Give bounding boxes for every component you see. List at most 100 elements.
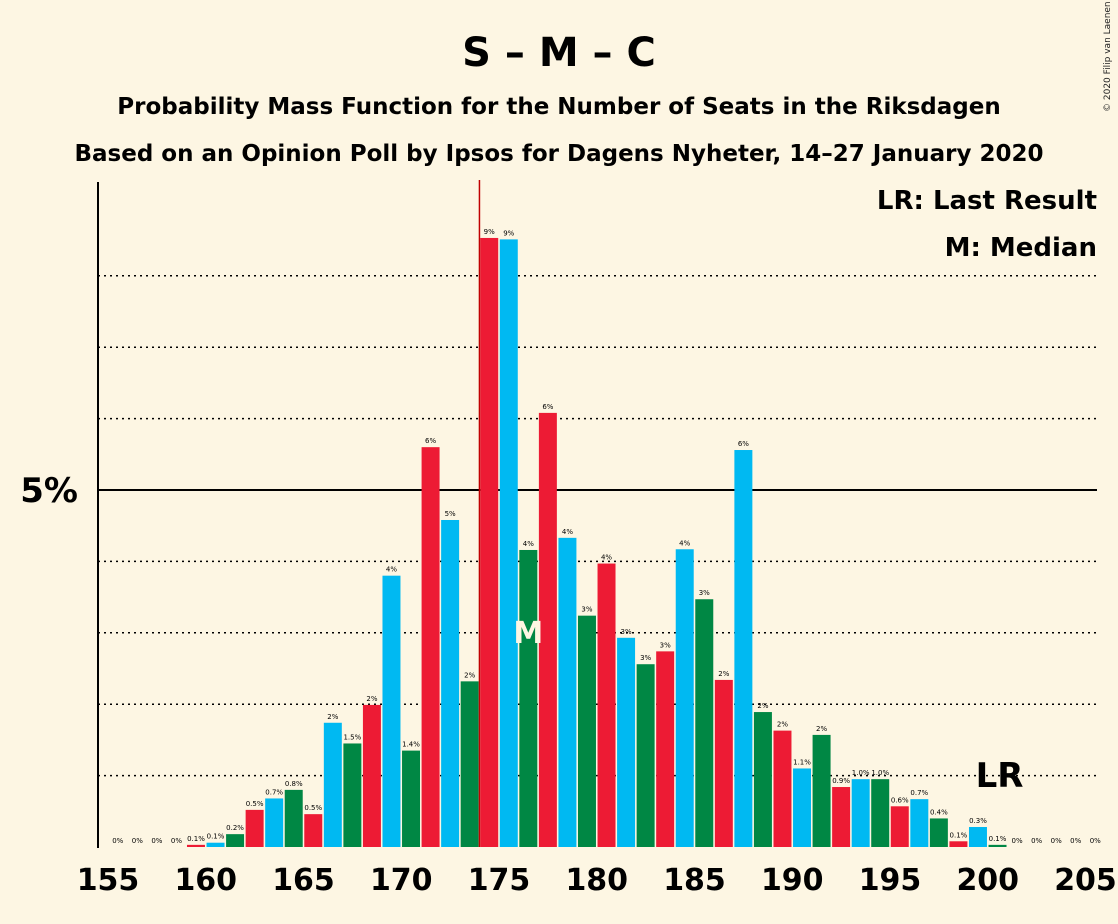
- bar-seat-172: [421, 447, 440, 847]
- bar-value-label: 0%: [1070, 837, 1081, 845]
- bar-value-label: 0.1%: [207, 833, 225, 841]
- bar-value-label: 3%: [640, 654, 651, 662]
- bar-value-label: 4%: [679, 539, 690, 547]
- bar-value-label: 0%: [1012, 837, 1023, 845]
- bar-seat-199: [949, 841, 968, 847]
- bar-value-label: 0.8%: [285, 780, 303, 788]
- bar-value-label: 4%: [386, 566, 397, 574]
- bar-seat-166: [304, 814, 323, 847]
- bar-value-label: 6%: [738, 440, 749, 448]
- x-tick-label: 205: [1054, 863, 1117, 898]
- bar-value-label: 0%: [132, 837, 143, 845]
- bar-seat-196: [890, 806, 909, 847]
- x-tick-label: 185: [663, 863, 726, 898]
- bar-value-label: 2%: [718, 670, 729, 678]
- bars: [186, 237, 1007, 848]
- bar-value-label: 2%: [757, 702, 768, 710]
- bar-seat-189: [753, 712, 772, 847]
- bar-value-label: 0.2%: [226, 824, 244, 832]
- bar-value-label: 0%: [151, 837, 162, 845]
- y-tick-label: 5%: [20, 471, 78, 511]
- bar-seat-160: [186, 844, 205, 847]
- bar-seat-200: [968, 827, 987, 847]
- bar-seat-163: [245, 809, 264, 847]
- bar-seat-183: [636, 664, 655, 847]
- bar-seat-164: [265, 798, 284, 847]
- bar-seat-167: [323, 722, 342, 847]
- copyright-text: © 2020 Filip van Laenen: [1103, 1, 1113, 112]
- bar-seat-191: [793, 768, 812, 847]
- bar-seat-193: [832, 787, 851, 847]
- bar-seat-180: [577, 615, 596, 847]
- bar-value-label: 0%: [112, 837, 123, 845]
- bar-seat-182: [617, 637, 636, 847]
- bar-value-label: 0.5%: [304, 804, 322, 812]
- x-tick-label: 160: [174, 863, 237, 898]
- bar-seat-187: [714, 679, 733, 847]
- chart-subtitle-1: Probability Mass Function for the Number…: [117, 94, 1000, 120]
- bar-value-label: 4%: [601, 554, 612, 562]
- bar-seat-184: [656, 651, 675, 847]
- bar-value-label: 2%: [327, 713, 338, 721]
- bar-value-label: 9%: [503, 229, 514, 237]
- bar-seat-170: [382, 575, 401, 847]
- bar-seat-201: [988, 844, 1007, 847]
- bar-value-label: 0.1%: [989, 835, 1007, 843]
- bar-value-label: 2%: [464, 671, 475, 679]
- bar-value-label: 0.6%: [891, 796, 909, 804]
- bar-value-label: 3%: [699, 589, 710, 597]
- bar-seat-194: [851, 779, 870, 847]
- bar-seat-185: [675, 549, 694, 847]
- bar-value-label: 4%: [523, 540, 534, 548]
- bar-seat-176: [499, 239, 518, 848]
- x-tick-label: 170: [370, 863, 433, 898]
- bar-value-label: 0.3%: [969, 817, 987, 825]
- bar-value-label: 3%: [581, 606, 592, 614]
- gridlines: [98, 275, 1097, 777]
- bar-value-label: 0%: [171, 837, 182, 845]
- bar-value-label: 3%: [621, 628, 632, 636]
- bar-value-label: 4%: [562, 528, 573, 536]
- x-tick-label: 200: [956, 863, 1019, 898]
- bar-value-label: 0.1%: [187, 835, 205, 843]
- x-tick-label: 155: [77, 863, 140, 898]
- bar-value-label: 0%: [1051, 837, 1062, 845]
- bar-seat-198: [929, 818, 948, 847]
- bar-seat-190: [773, 730, 792, 847]
- bar-value-label: 1.5%: [343, 733, 361, 741]
- bar-value-label: 0.5%: [246, 800, 264, 808]
- chart-title: S – M – C: [462, 30, 656, 76]
- bar-seat-162: [226, 834, 245, 847]
- x-tick-label: 175: [468, 863, 531, 898]
- bar-value-label: 0%: [1031, 837, 1042, 845]
- bar-seat-177: [519, 549, 538, 847]
- bar-value-label: 0.7%: [910, 789, 928, 797]
- bar-seat-192: [812, 734, 831, 847]
- x-tick-label: 195: [859, 863, 922, 898]
- legend-last-result: LR: Last Result: [877, 186, 1097, 216]
- bar-value-label: 0.9%: [832, 777, 850, 785]
- x-tick-labels: 155 160 165 170 175 180 185 190 195 200 205: [77, 863, 1117, 898]
- bar-seat-169: [362, 704, 381, 847]
- bar-labels: 0% 0% 0% 0% 0.1% 0.1%0.2%0.5%0.7%0.8%0.5%2%1.…: [112, 228, 1101, 845]
- bar-seat-179: [558, 537, 577, 847]
- bar-value-label: 0.4%: [930, 808, 948, 816]
- bar-value-label: 2%: [816, 725, 827, 733]
- median-marker: M: [513, 616, 543, 651]
- bar-value-label: 0.1%: [950, 831, 968, 839]
- chart-subtitle-2: Based on an Opinion Poll by Ipsos for Da…: [75, 141, 1044, 167]
- bar-seat-168: [343, 743, 362, 847]
- x-tick-label: 180: [565, 863, 628, 898]
- bar-seat-197: [910, 799, 929, 847]
- x-tick-label: 190: [761, 863, 824, 898]
- bar-seat-161: [206, 842, 225, 847]
- bar-seat-173: [441, 519, 460, 847]
- bar-value-label: 6%: [425, 437, 436, 445]
- bar-seat-171: [402, 750, 421, 847]
- bar-value-label: 2%: [366, 695, 377, 703]
- bar-value-label: 0.7%: [265, 788, 283, 796]
- bar-value-label: 9%: [484, 228, 495, 236]
- last-result-marker: LR: [976, 756, 1024, 796]
- bar-seat-181: [597, 563, 616, 847]
